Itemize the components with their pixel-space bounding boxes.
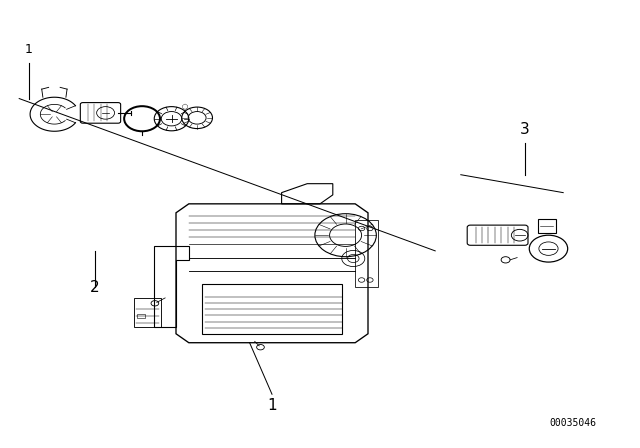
Polygon shape (202, 284, 342, 334)
Bar (137, 314, 145, 318)
Text: 3: 3 (520, 122, 530, 137)
Text: ⬡: ⬡ (182, 103, 188, 110)
Text: 1: 1 (25, 43, 33, 56)
Bar (538, 219, 556, 233)
Bar (134, 298, 161, 327)
Text: 00035046: 00035046 (549, 418, 596, 428)
Text: 1: 1 (267, 398, 277, 413)
Text: 2: 2 (90, 280, 100, 295)
